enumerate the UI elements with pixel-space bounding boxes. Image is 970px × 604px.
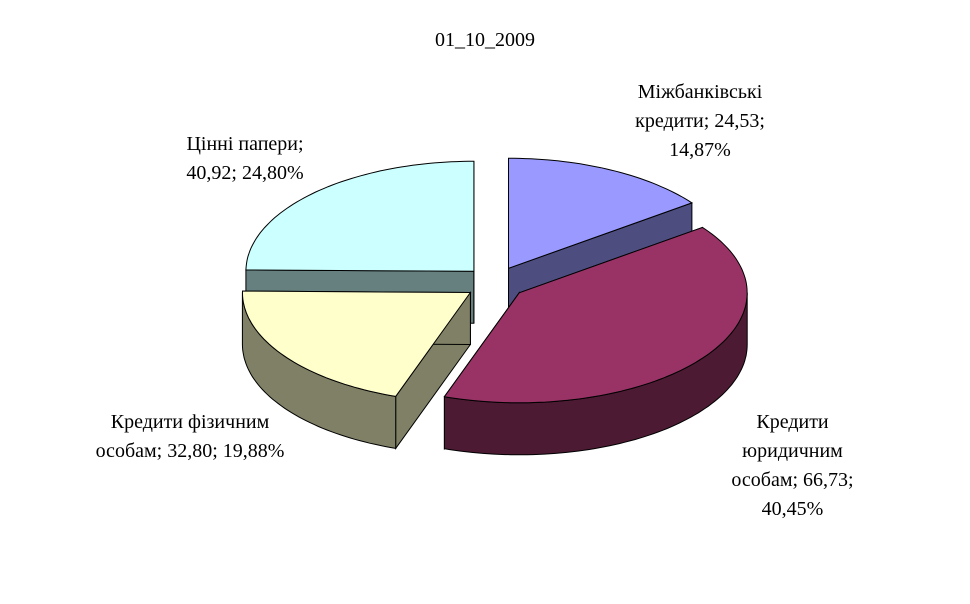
- data-label: Кредити юридичним особам; 66,73; 40,45%: [731, 411, 854, 520]
- data-label: Цінні папери; 40,92; 24,80%: [186, 133, 304, 184]
- data-label: Міжбанківські кредити; 24,53; 14,87%: [635, 81, 765, 161]
- slice: [443, 226, 748, 404]
- chart-title: 01_10_2009: [435, 29, 535, 51]
- slice: [245, 160, 475, 272]
- slice: [508, 157, 694, 270]
- data-label: Кредити фізичним особам; 32,80; 19,88%: [95, 411, 285, 462]
- slice: [242, 290, 472, 397]
